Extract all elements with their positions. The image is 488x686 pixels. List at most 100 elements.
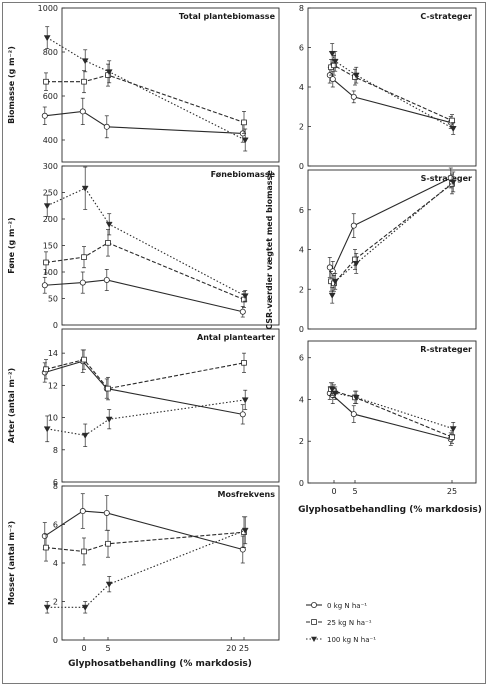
data-point	[449, 434, 455, 440]
data-point	[449, 426, 457, 433]
panel-title: C-strateger	[420, 12, 472, 21]
data-point	[81, 58, 89, 65]
data-point	[79, 108, 86, 115]
data-point	[241, 119, 247, 126]
x-tick-label: 25	[447, 487, 457, 496]
data-point	[350, 222, 357, 229]
legend-marker	[310, 602, 317, 609]
x-tick-label: 5	[352, 487, 357, 496]
y-tick-label: 50	[48, 295, 58, 304]
series-line	[329, 392, 451, 440]
data-point	[105, 540, 111, 547]
data-point	[328, 50, 336, 57]
y-tick-label: 2	[299, 123, 304, 132]
y-tick-label: 0	[53, 636, 58, 645]
data-point	[41, 282, 48, 289]
x-tick-label: 25	[239, 644, 249, 653]
data-point	[331, 390, 339, 397]
data-point	[81, 254, 87, 260]
y-tick-label: 4	[299, 246, 304, 255]
y-tick-label: 1000	[38, 4, 58, 13]
y-tick-label: 250	[43, 189, 58, 198]
data-point	[79, 279, 86, 286]
y-tick-label: 600	[43, 92, 58, 101]
legend-label: 100 kg N ha⁻¹	[327, 636, 376, 644]
y-tick-label: 150	[43, 242, 58, 251]
legend-marker	[311, 636, 317, 642]
data-point	[239, 308, 246, 315]
y-tick-label: 400	[43, 136, 58, 145]
series-line	[44, 510, 243, 551]
data-point	[352, 72, 360, 79]
data-point	[239, 546, 246, 553]
series-line	[47, 529, 246, 608]
data-point	[350, 411, 357, 418]
data-point	[105, 240, 111, 246]
data-point	[241, 293, 249, 300]
data-point	[350, 93, 357, 100]
y-tick-label: 2	[53, 598, 58, 607]
series-line	[331, 181, 454, 296]
data-point	[241, 360, 247, 366]
data-point	[328, 386, 336, 393]
x-axis-label-left: Glyphosatbehandling (% markdosis)	[68, 659, 252, 669]
data-point	[105, 581, 113, 588]
right-y-axis-label: CSR-værdier vægtet med biomasse	[265, 170, 274, 330]
y-tick-label: 8	[299, 4, 304, 13]
data-point	[239, 411, 246, 418]
panel-frame	[61, 485, 280, 641]
series-line	[45, 242, 245, 301]
data-point	[449, 179, 457, 186]
panel-title: S-strateger	[421, 174, 472, 183]
data-point	[329, 76, 336, 83]
x-tick-label: 5	[105, 644, 110, 653]
series-line	[331, 53, 454, 129]
panel-frame	[307, 340, 477, 484]
y-tick-label: 0	[299, 162, 304, 171]
data-point	[449, 126, 457, 132]
data-point	[331, 278, 339, 285]
x-tick-label: 0	[81, 644, 86, 653]
panel-frame	[61, 7, 280, 163]
data-point	[241, 397, 249, 404]
y-tick-label: 10	[48, 414, 58, 423]
data-point	[81, 78, 87, 85]
x-tick-label: 20	[226, 644, 236, 653]
series-line	[46, 37, 246, 141]
y-axis-label: Føne (g m⁻²)	[7, 217, 16, 273]
series-line	[46, 74, 245, 123]
y-tick-label: 4	[53, 559, 58, 568]
data-point	[81, 432, 89, 439]
data-point	[43, 259, 49, 266]
y-tick-label: 0	[53, 321, 58, 330]
y-tick-label: 6	[299, 206, 304, 215]
data-point	[105, 416, 113, 423]
data-point	[43, 78, 49, 85]
data-point	[43, 604, 51, 611]
data-point	[331, 58, 339, 65]
y-tick-label: 2	[299, 437, 304, 446]
data-point	[43, 366, 49, 373]
data-point	[81, 604, 89, 611]
series-line	[44, 110, 243, 134]
legend-label: 0 kg N ha⁻¹	[327, 602, 367, 610]
series-line	[45, 531, 245, 553]
panel-title: Fønebiomasse	[211, 170, 276, 179]
y-tick-label: 300	[43, 162, 58, 171]
panel-frame	[61, 328, 280, 483]
series-line	[331, 388, 454, 430]
y-tick-label: 200	[43, 215, 58, 224]
data-point	[43, 35, 51, 42]
series-line	[329, 74, 451, 124]
y-axis-label: Mosser (antal m⁻²)	[7, 521, 16, 605]
y-tick-label: 800	[43, 48, 58, 57]
y-tick-label: 6	[53, 521, 58, 530]
legend-label: 25 kg N ha⁻¹	[327, 619, 372, 627]
data-point	[328, 292, 336, 299]
series-line	[47, 399, 246, 436]
y-axis-label: Arter (antal m⁻²)	[7, 368, 16, 443]
y-tick-label: 0	[299, 325, 304, 334]
y-tick-label: 14	[48, 349, 58, 358]
